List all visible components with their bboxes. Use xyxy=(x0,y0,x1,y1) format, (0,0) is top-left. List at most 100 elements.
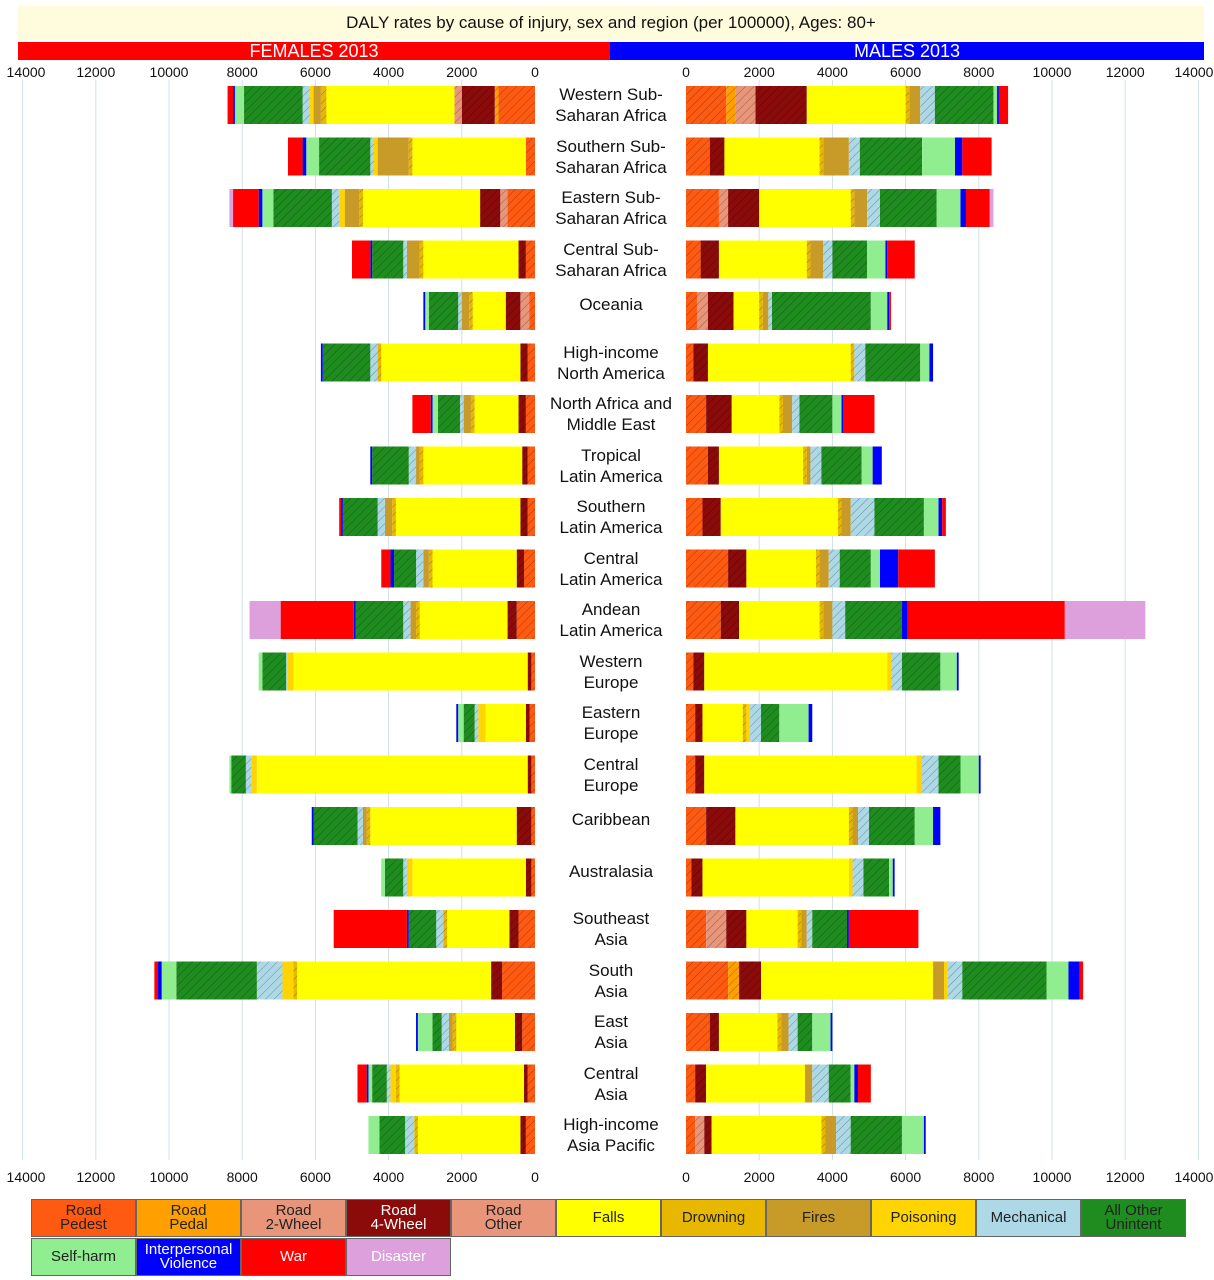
bar-segment xyxy=(706,1064,805,1103)
bar-hatch xyxy=(686,910,707,948)
bar-segment xyxy=(933,807,941,845)
bar-hatch xyxy=(700,240,719,279)
bar-hatch xyxy=(359,189,363,227)
bar-segment xyxy=(406,858,413,897)
bar-segment xyxy=(410,601,417,639)
bar-hatch xyxy=(370,137,374,176)
bar-hatch xyxy=(377,498,385,536)
bar-hatch xyxy=(869,807,915,845)
bar-hatch xyxy=(386,1064,391,1103)
bar-hatch xyxy=(469,292,473,330)
bar-hatch xyxy=(812,910,848,948)
bar-hatch xyxy=(524,1064,528,1103)
bar-segment xyxy=(898,549,935,588)
legend-item: Mechanical xyxy=(976,1199,1081,1237)
bar-hatch xyxy=(686,549,729,588)
tick-label: 6000 xyxy=(299,64,331,80)
bar-hatch xyxy=(779,395,783,433)
tick-label: 2000 xyxy=(743,1169,775,1185)
bar-segment xyxy=(423,292,426,330)
bar-hatch xyxy=(379,1116,406,1154)
bar-hatch xyxy=(850,498,875,536)
bar-segment xyxy=(962,137,992,176)
tick-label: 10000 xyxy=(1032,64,1072,80)
tick-label: 4000 xyxy=(373,1169,405,1185)
bar-segment xyxy=(258,189,263,227)
bar-segment xyxy=(423,240,519,279)
legend-item: Falls xyxy=(556,1199,661,1237)
bar-hatch xyxy=(527,446,535,485)
bar-hatch xyxy=(836,1116,851,1154)
bar-hatch xyxy=(772,292,871,330)
bar-hatch xyxy=(403,240,407,279)
bar-hatch xyxy=(739,961,762,1000)
bar-segment xyxy=(825,1116,837,1154)
bar-hatch xyxy=(742,704,747,742)
bar-segment xyxy=(262,189,274,227)
bar-segment xyxy=(812,1013,831,1051)
bar-segment xyxy=(1068,961,1080,1000)
bar-hatch xyxy=(686,292,697,330)
tick-label: 2000 xyxy=(743,64,775,80)
bar-segment xyxy=(901,601,908,639)
bar-hatch xyxy=(522,446,528,485)
bar-hatch xyxy=(686,498,703,536)
tick-label: 6000 xyxy=(299,1169,331,1185)
bar-hatch xyxy=(507,189,535,227)
bar-segment xyxy=(782,395,793,433)
bar-segment xyxy=(352,240,371,279)
bar-hatch xyxy=(408,910,437,948)
bar-segment xyxy=(960,189,966,227)
bar-segment xyxy=(370,240,373,279)
bar-hatch xyxy=(726,910,747,948)
bar-hatch xyxy=(792,395,800,433)
bar-hatch xyxy=(505,292,521,330)
region-label: Southeast Asia xyxy=(572,909,650,949)
bar-hatch xyxy=(454,86,462,124)
bar-segment xyxy=(1064,601,1146,639)
bar-hatch xyxy=(414,1116,418,1154)
tick-label: 14000 xyxy=(1174,64,1214,80)
bar-hatch xyxy=(520,1116,526,1154)
bar-segment xyxy=(362,807,367,845)
bar-segment xyxy=(485,704,526,742)
bar-segment xyxy=(804,1064,813,1103)
bar-segment xyxy=(923,498,939,536)
region-label: Western Sub- Saharan Africa xyxy=(555,85,667,125)
bar-segment xyxy=(731,395,780,433)
bar-hatch xyxy=(302,86,310,124)
bar-segment xyxy=(914,807,934,845)
bar-hatch xyxy=(695,1116,705,1154)
bar-hatch xyxy=(750,704,762,742)
bar-segment xyxy=(718,240,807,279)
bar-hatch xyxy=(695,704,703,742)
bar-segment xyxy=(960,755,979,794)
bar-segment xyxy=(850,1064,855,1103)
bar-hatch xyxy=(392,498,396,536)
region-label: Southern Sub- Saharan Africa xyxy=(555,136,667,177)
bar-hatch xyxy=(768,292,773,330)
bar-segment xyxy=(761,961,934,1000)
region-label: Western Europe xyxy=(579,651,643,692)
bar-hatch xyxy=(408,137,413,176)
bar-hatch xyxy=(859,137,923,176)
bar-segment xyxy=(942,498,946,536)
bar-hatch xyxy=(709,137,725,176)
bar-hatch xyxy=(755,86,807,124)
bar-segment xyxy=(311,807,314,845)
bar-segment xyxy=(806,86,906,124)
bar-segment xyxy=(872,446,882,485)
tick-label: 12000 xyxy=(76,1169,116,1185)
bar-segment xyxy=(416,446,420,485)
tick-label: 14000 xyxy=(1174,1169,1214,1185)
bar-segment xyxy=(461,292,470,330)
bar-hatch xyxy=(686,1013,710,1051)
bar-segment xyxy=(854,189,868,227)
bar-segment xyxy=(417,1013,433,1051)
bar-hatch xyxy=(806,910,813,948)
region-label: Australasia xyxy=(568,861,654,881)
bar-hatch xyxy=(799,395,833,433)
region-label: Eastern Sub- Saharan Africa xyxy=(555,188,667,228)
bar-hatch xyxy=(837,498,842,536)
